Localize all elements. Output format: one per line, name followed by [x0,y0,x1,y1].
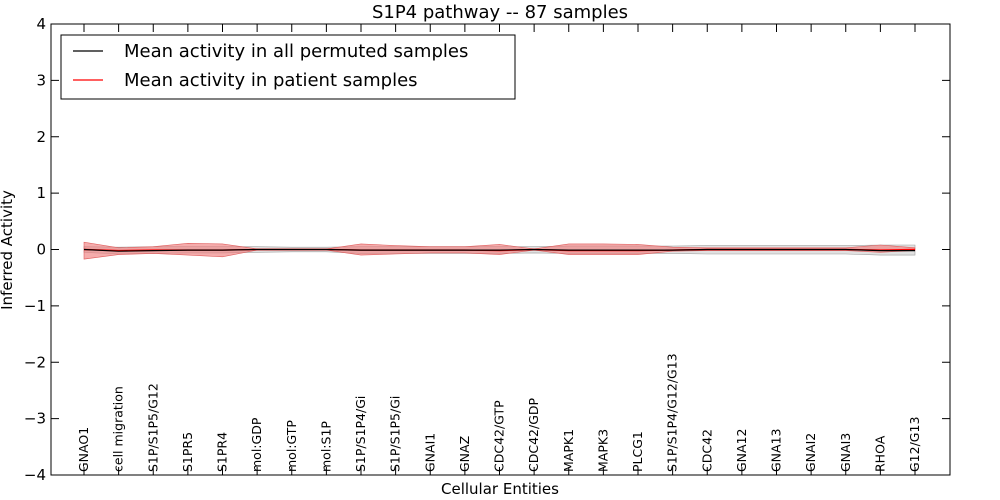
x-tick-label: RHOA [872,435,887,472]
point-permuted-7 [325,249,327,251]
point-permuted-18 [706,249,708,251]
x-tick-label: mol:GTP [284,420,299,472]
point-permuted-13 [533,249,535,251]
x-tick-label: GNA13 [769,429,784,473]
line-permuted [83,248,915,252]
point-permuted-10 [429,249,431,251]
legend-label-patient: Mean activity in patient samples [124,70,418,91]
y-tick-label: 2 [36,128,46,146]
point-permuted-22 [845,249,847,251]
point-permuted-9 [395,249,397,251]
y-tick-label: 4 [36,15,46,33]
x-tick-label: S1P/S1P5/Gi [388,396,403,472]
x-tick-label: PLCG1 [630,431,645,472]
x-tick-label: S1PR5 [180,432,195,472]
point-permuted-11 [464,249,466,251]
x-tick-label: CDC42/GDP [526,397,541,472]
chart-title: S1P4 pathway -- 87 samples [372,2,628,23]
x-tick-label: MAPK1 [561,429,576,472]
plot-frame [50,23,951,476]
point-permuted-19 [741,249,743,251]
y-tick-label: −4 [24,466,46,484]
y-tick-label: −1 [24,297,46,315]
point-permuted-1 [118,250,120,252]
x-tick-label: GNAO1 [76,427,91,472]
x-tick-label: CDC42/GTP [492,400,507,472]
y-axis: 4 3 2 1 0 −1 −2 −3 −4 [24,15,950,484]
legend-label-permuted: Mean activity in all permuted samples [124,41,468,62]
x-tick-label: mol:GDP [249,417,264,472]
point-permuted-23 [879,250,881,252]
point-permuted-12 [499,249,501,251]
point-permuted-24 [914,250,916,252]
legend-box [60,34,516,100]
x-tick-label: GNAI3 [838,433,853,472]
point-permuted-4 [222,249,224,251]
x-axis: GNAO1 cell migration S1P/S1P5/G12 S1PR5 S1PR… [76,24,922,475]
x-axis-label: Cellular Entities [441,480,559,498]
point-permuted-3 [187,249,189,251]
x-tick-label: S1PR4 [215,432,230,472]
x-tick-label: mol:S1P [318,421,333,472]
x-tick-label: MAPK3 [595,429,610,472]
x-tick-label: GNA12 [734,429,749,473]
y-tick-label: 3 [36,71,46,89]
point-permuted-8 [360,249,362,251]
legend: Mean activity in all permuted samples Me… [60,34,516,100]
point-permuted-21 [810,249,812,251]
y-axis-label: Inferred Activity [0,190,16,310]
point-permuted-16 [637,249,639,251]
series-lines [83,248,916,252]
x-tick-label: GNAI1 [422,433,437,472]
point-permuted-2 [152,250,154,252]
point-permuted-17 [672,249,674,251]
point-permuted-5 [256,249,258,251]
x-tick-label: cell migration [111,386,126,472]
point-permuted-6 [291,249,293,251]
y-tick-label: −2 [24,353,46,371]
x-tick-label: S1P/S1P5/G12 [145,383,160,472]
x-tick-label: G12/G13 [907,417,922,472]
point-permuted-0 [83,249,85,251]
x-tick-label: GNAI2 [803,433,818,472]
x-tick-label: GNAZ [457,436,472,472]
y-tick-label: −3 [24,410,46,428]
x-tick-label: S1P/S1P4/Gi [353,396,368,472]
x-tick-label: CDC42 [699,429,714,472]
point-permuted-15 [602,249,604,251]
y-tick-label: 0 [36,241,46,259]
y-tick-label: 1 [36,184,46,202]
x-tick-label: S1P/S1P4/G12/G13 [665,353,680,472]
point-permuted-14 [568,249,570,251]
point-permuted-20 [776,249,778,251]
